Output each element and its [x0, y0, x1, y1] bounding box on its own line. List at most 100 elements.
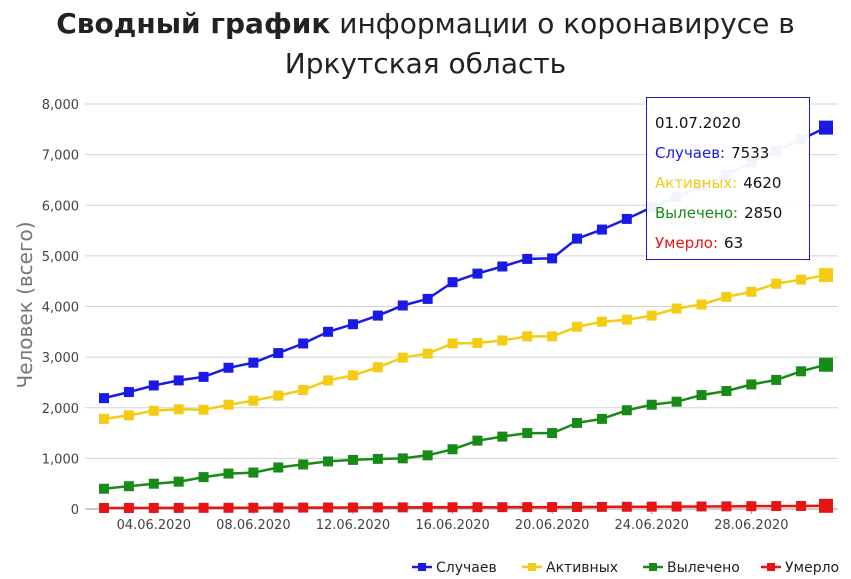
data-point[interactable]	[497, 261, 508, 272]
data-point[interactable]	[671, 396, 682, 407]
data-point[interactable]	[472, 337, 483, 348]
data-point[interactable]	[621, 314, 632, 325]
data-point[interactable]	[372, 502, 383, 513]
data-point[interactable]	[323, 502, 334, 513]
data-point[interactable]	[472, 502, 483, 513]
data-point[interactable]	[148, 380, 159, 391]
data-point[interactable]	[347, 370, 358, 381]
data-point[interactable]	[472, 435, 483, 446]
data-point[interactable]	[198, 472, 209, 483]
data-point[interactable]	[173, 476, 184, 487]
data-point[interactable]	[646, 310, 657, 321]
data-point[interactable]	[522, 331, 533, 342]
data-point[interactable]	[273, 462, 284, 473]
data-point[interactable]	[273, 502, 284, 513]
data-point[interactable]	[572, 501, 583, 512]
data-point[interactable]	[646, 501, 657, 512]
data-point[interactable]	[422, 450, 433, 461]
data-point[interactable]	[572, 417, 583, 428]
data-point[interactable]	[819, 120, 833, 135]
data-point[interactable]	[397, 502, 408, 513]
data-point[interactable]	[596, 224, 607, 235]
data-point[interactable]	[198, 502, 209, 513]
data-point[interactable]	[148, 405, 159, 416]
data-point[interactable]	[223, 362, 234, 373]
data-point[interactable]	[372, 362, 383, 373]
data-point[interactable]	[323, 456, 334, 467]
data-point[interactable]	[173, 404, 184, 415]
data-point[interactable]	[173, 375, 184, 386]
data-point[interactable]	[522, 502, 533, 513]
data-point[interactable]	[721, 386, 732, 397]
data-point[interactable]	[447, 444, 458, 455]
data-point[interactable]	[547, 331, 558, 342]
data-point[interactable]	[148, 502, 159, 513]
data-point[interactable]	[397, 453, 408, 464]
data-point[interactable]	[819, 268, 833, 283]
data-point[interactable]	[123, 410, 134, 421]
data-point[interactable]	[248, 357, 259, 368]
data-point[interactable]	[771, 278, 782, 289]
data-point[interactable]	[223, 399, 234, 410]
data-point[interactable]	[273, 348, 284, 359]
legend-item[interactable]: Активных	[522, 560, 618, 576]
data-point[interactable]	[99, 502, 109, 513]
data-point[interactable]	[497, 502, 508, 513]
data-point[interactable]	[99, 393, 109, 404]
data-point[interactable]	[372, 453, 383, 464]
data-point[interactable]	[447, 502, 458, 513]
data-point[interactable]	[223, 468, 234, 479]
data-point[interactable]	[696, 501, 707, 512]
data-point[interactable]	[596, 413, 607, 424]
data-point[interactable]	[298, 502, 309, 513]
data-point[interactable]	[646, 399, 657, 410]
data-point[interactable]	[746, 286, 757, 297]
data-point[interactable]	[123, 481, 134, 492]
data-point[interactable]	[397, 300, 408, 311]
data-point[interactable]	[248, 467, 259, 478]
data-point[interactable]	[746, 501, 757, 512]
data-point[interactable]	[572, 233, 583, 244]
data-point[interactable]	[522, 253, 533, 264]
data-point[interactable]	[671, 303, 682, 314]
data-point[interactable]	[771, 374, 782, 385]
legend-item[interactable]: Вылечено	[643, 560, 740, 576]
data-point[interactable]	[298, 459, 309, 470]
data-point[interactable]	[572, 321, 583, 332]
data-point[interactable]	[819, 357, 833, 372]
data-point[interactable]	[397, 352, 408, 363]
data-point[interactable]	[148, 478, 159, 489]
data-point[interactable]	[99, 413, 109, 424]
data-point[interactable]	[372, 310, 383, 321]
legend-item[interactable]: Умерло	[761, 560, 839, 576]
data-point[interactable]	[422, 348, 433, 359]
data-point[interactable]	[696, 390, 707, 401]
data-point[interactable]	[248, 395, 259, 406]
data-point[interactable]	[123, 502, 134, 513]
data-point[interactable]	[323, 326, 334, 337]
legend-item[interactable]: Случаев	[412, 560, 497, 576]
data-point[interactable]	[721, 291, 732, 302]
data-point[interactable]	[472, 268, 483, 279]
data-point[interactable]	[721, 501, 732, 512]
data-point[interactable]	[771, 501, 782, 512]
data-point[interactable]	[447, 277, 458, 288]
data-point[interactable]	[796, 366, 807, 377]
data-point[interactable]	[248, 502, 259, 513]
data-point[interactable]	[547, 428, 558, 439]
data-point[interactable]	[123, 387, 134, 398]
data-point[interactable]	[497, 335, 508, 346]
data-point[interactable]	[621, 501, 632, 512]
data-point[interactable]	[298, 385, 309, 396]
data-point[interactable]	[621, 405, 632, 416]
data-point[interactable]	[173, 502, 184, 513]
data-point[interactable]	[547, 253, 558, 264]
data-point[interactable]	[347, 319, 358, 330]
data-point[interactable]	[796, 500, 807, 511]
data-point[interactable]	[547, 502, 558, 513]
data-point[interactable]	[273, 390, 284, 401]
data-point[interactable]	[671, 501, 682, 512]
data-point[interactable]	[323, 375, 334, 386]
data-point[interactable]	[696, 299, 707, 310]
data-point[interactable]	[522, 428, 533, 439]
